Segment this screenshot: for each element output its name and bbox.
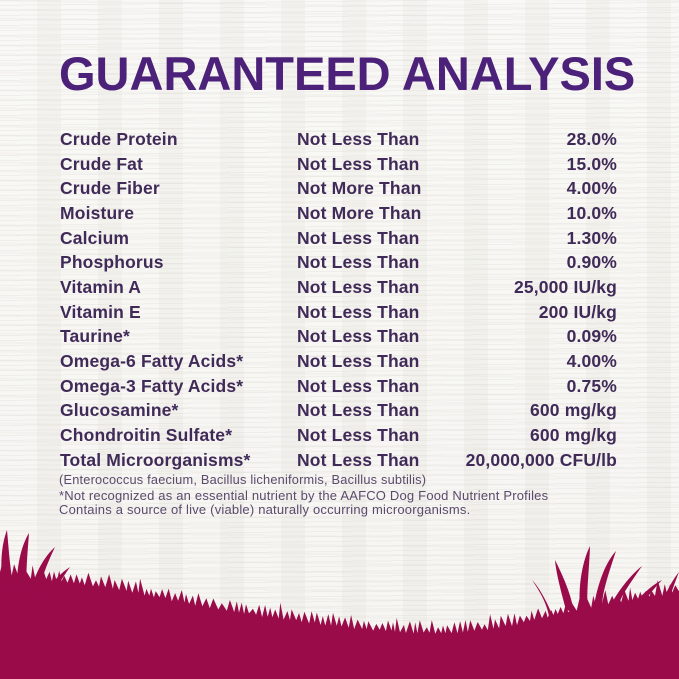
nutrient-name: Glucosamine* [60, 400, 179, 421]
nutrient-value: 4.00% [566, 178, 617, 199]
table-row: Phosphorus Not Less Than 0.90% [60, 250, 617, 275]
nutrient-value: 15.0% [566, 153, 617, 174]
table-row: Glucosamine* Not Less Than 600 mg/kg [60, 398, 617, 423]
qualifier: Not Less Than [297, 276, 420, 297]
qualifier: Not Less Than [297, 400, 420, 421]
qualifier: Not Less Than [297, 449, 420, 470]
nutrient-value: 0.90% [566, 252, 617, 273]
analysis-table: Crude Protein Not Less Than 28.0% Crude Fat… [60, 127, 617, 472]
nutrient-name: Vitamin E [60, 301, 141, 322]
table-row: Omega-3 Fatty Acids* Not Less Than 0.75% [60, 374, 617, 399]
table-row: Taurine* Not Less Than 0.09% [60, 324, 617, 349]
nutrient-name: Phosphorus [60, 252, 164, 273]
qualifier: Not Less Than [297, 129, 420, 149]
qualifier: Not Less Than [297, 301, 420, 322]
qualifier: Not Less Than [297, 153, 420, 174]
nutrient-value: 20,000,000 CFU/lb [465, 449, 617, 470]
nutrient-value: 1.30% [566, 227, 617, 248]
qualifier: Not Less Than [297, 326, 420, 347]
nutrient-value: 25,000 IU/kg [514, 276, 617, 297]
nutrient-name: Omega-3 Fatty Acids* [60, 375, 244, 396]
nutrient-name: Crude Protein [60, 129, 178, 149]
table-row: Vitamin E Not Less Than 200 IU/kg [60, 300, 617, 325]
nutrient-name: Omega-6 Fatty Acids* [60, 350, 244, 371]
nutrient-value: 600 mg/kg [530, 424, 617, 445]
table-row: Chondroitin Sulfate* Not Less Than 600 mg/… [60, 423, 617, 448]
table-row: Crude Fat Not Less Than 15.0% [60, 152, 617, 177]
nutrient-value: 4.00% [566, 350, 617, 371]
footnote-live-microorganisms: Contains a source of live (viable) natur… [59, 502, 471, 518]
nutrient-name: Crude Fat [60, 153, 144, 174]
footnotes: *Not recognized as an essential nutrient… [59, 488, 549, 518]
nutrient-name: Moisture [60, 202, 135, 223]
nutrient-value: 200 IU/kg [538, 301, 617, 322]
qualifier: Not Less Than [297, 424, 420, 445]
nutrient-name: Calcium [60, 227, 130, 248]
nutrient-value: 10.0% [566, 202, 617, 223]
table-row: Crude Protein Not Less Than 28.0% [60, 127, 617, 152]
qualifier: Not More Than [297, 202, 422, 223]
table-row: Calcium Not Less Than 1.30% [60, 226, 617, 251]
nutrient-value: 600 mg/kg [530, 400, 617, 421]
microorganism-species-note: (Enterococcus faecium, Bacillus lichenif… [59, 472, 427, 487]
qualifier: Not More Than [297, 178, 422, 199]
nutrient-name: Chondroitin Sulfate* [60, 424, 233, 445]
footnote-aafco: *Not recognized as an essential nutrient… [59, 488, 549, 503]
qualifier: Not Less Than [297, 252, 420, 273]
table-row: Vitamin A Not Less Than 25,000 IU/kg [60, 275, 617, 300]
qualifier: Not Less Than [297, 227, 420, 248]
qualifier: Not Less Than [297, 375, 420, 396]
page-title: GUARANTEED ANALYSIS [59, 47, 636, 100]
table-row: Moisture Not More Than 10.0% [60, 201, 617, 226]
table-row: Total Microorganisms* Not Less Than 20,000… [60, 448, 617, 473]
nutrient-name: Taurine* [60, 326, 130, 347]
table-row: Crude Fiber Not More Than 4.00% [60, 176, 617, 201]
nutrient-name: Total Microorganisms* [60, 449, 251, 470]
nutrient-name: Crude Fiber [60, 178, 160, 199]
nutrient-value: 28.0% [566, 129, 617, 149]
qualifier: Not Less Than [297, 350, 420, 371]
nutrient-value: 0.09% [566, 326, 617, 347]
nutrient-value: 0.75% [566, 375, 617, 396]
table-row: Omega-6 Fatty Acids* Not Less Than 4.00% [60, 349, 617, 374]
nutrient-name: Vitamin A [60, 276, 142, 297]
